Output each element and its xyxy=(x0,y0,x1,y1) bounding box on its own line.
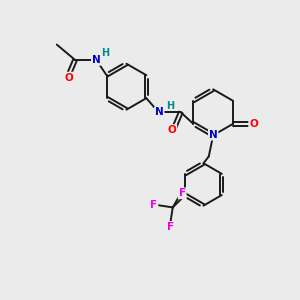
Text: O: O xyxy=(64,73,73,82)
Text: F: F xyxy=(178,188,186,198)
Text: H: H xyxy=(102,48,110,59)
Text: F: F xyxy=(150,200,158,210)
Text: H: H xyxy=(166,101,174,111)
Text: F: F xyxy=(167,222,174,232)
Text: N: N xyxy=(92,55,100,65)
Text: O: O xyxy=(168,125,176,135)
Text: N: N xyxy=(209,130,218,140)
Text: O: O xyxy=(249,119,258,129)
Text: N: N xyxy=(155,107,164,117)
